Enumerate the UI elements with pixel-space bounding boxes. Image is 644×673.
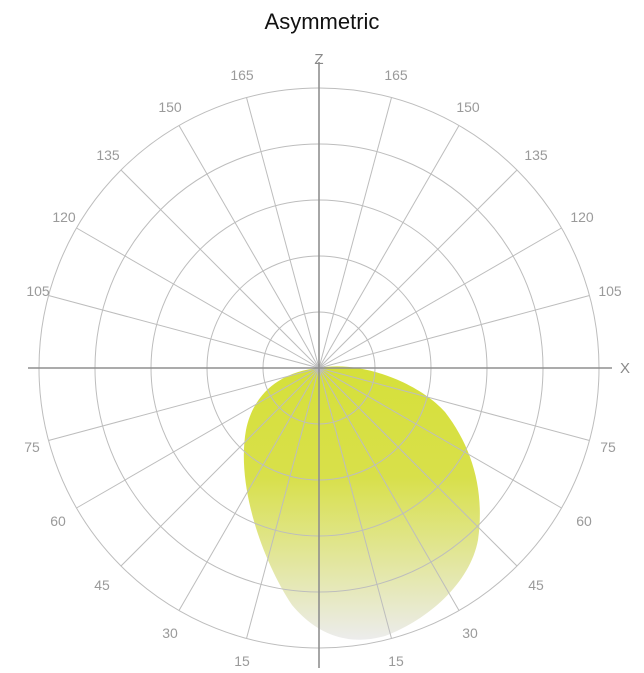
angle-label-lr-30: 30 bbox=[462, 625, 478, 641]
angle-label-ur-120: 120 bbox=[570, 209, 594, 225]
x-axis-label: X bbox=[620, 360, 630, 377]
radial-grid-line bbox=[318, 367, 392, 639]
angle-label-ur-165: 165 bbox=[384, 67, 408, 83]
radial-grid-line bbox=[318, 169, 518, 369]
radial-grid-line bbox=[246, 367, 320, 639]
radial-grid-line bbox=[318, 227, 562, 369]
asymmetric-light-lobe bbox=[243, 366, 480, 640]
angle-label-ul-165: 165 bbox=[230, 67, 254, 83]
angle-label-lr-75: 75 bbox=[600, 439, 616, 455]
angle-label-ll-60: 60 bbox=[50, 513, 66, 529]
angle-label-ll-15: 15 bbox=[234, 653, 250, 669]
radial-grid-line bbox=[76, 227, 320, 369]
main-axes bbox=[28, 62, 612, 668]
radial-grid-line bbox=[318, 367, 562, 509]
radial-grid-line bbox=[318, 97, 392, 369]
radial-grid-line bbox=[178, 125, 320, 369]
angle-label-lr-60: 60 bbox=[576, 513, 592, 529]
angle-label-ul-135: 135 bbox=[96, 147, 120, 163]
diagram-title: Asymmetric bbox=[264, 9, 380, 34]
radial-grid-line bbox=[318, 125, 460, 369]
radial-grid-line bbox=[318, 367, 518, 567]
radial-grid-line bbox=[76, 367, 320, 509]
radial-grid-line bbox=[178, 367, 320, 611]
radial-grid-line bbox=[318, 367, 460, 611]
radial-grid-line bbox=[120, 169, 320, 369]
angle-label-ul-105: 105 bbox=[26, 283, 50, 299]
angle-label-ur-150: 150 bbox=[456, 99, 480, 115]
radial-grid-line bbox=[318, 367, 590, 441]
angle-label-lr-15: 15 bbox=[388, 653, 404, 669]
angle-label-ul-120: 120 bbox=[52, 209, 76, 225]
angle-label-ll-75: 75 bbox=[24, 439, 40, 455]
angle-label-lr-45: 45 bbox=[528, 577, 544, 593]
radial-grid-lines bbox=[48, 97, 590, 639]
angle-label-ur-135: 135 bbox=[524, 147, 548, 163]
angle-label-ll-30: 30 bbox=[162, 625, 178, 641]
radial-grid-line bbox=[246, 97, 320, 369]
angle-label-ll-45: 45 bbox=[94, 577, 110, 593]
radial-grid-line bbox=[318, 295, 590, 369]
radial-grid-line bbox=[120, 367, 320, 567]
angle-label-ul-150: 150 bbox=[158, 99, 182, 115]
radial-grid-line bbox=[48, 295, 320, 369]
radial-grid-line bbox=[48, 367, 320, 441]
z-axis-label: Z bbox=[314, 51, 323, 68]
angle-label-ur-105: 105 bbox=[598, 283, 622, 299]
